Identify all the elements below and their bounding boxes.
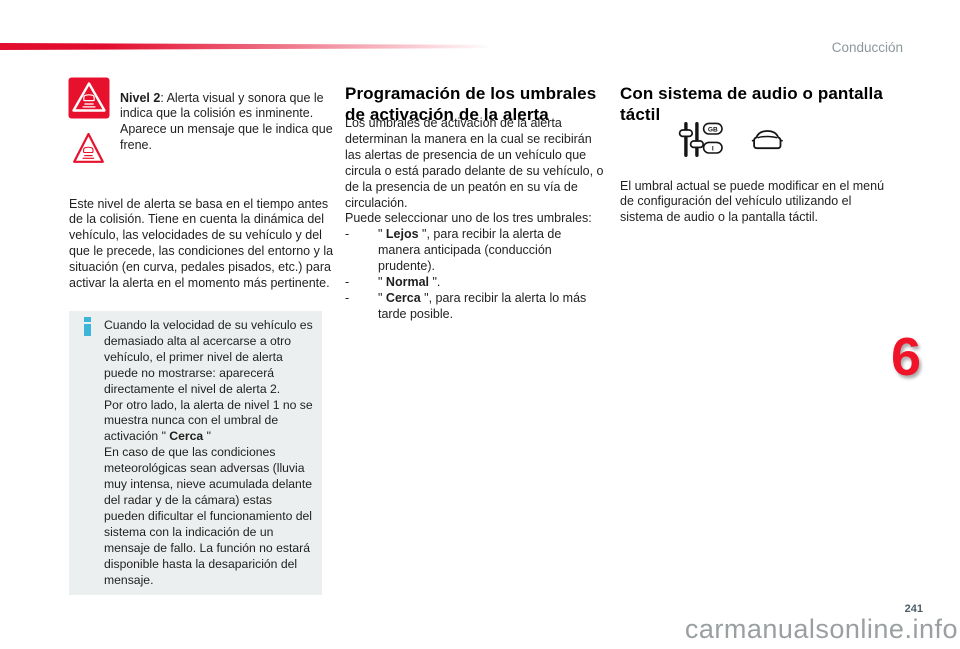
page-number: 241 bbox=[904, 603, 923, 615]
option-text: " Cerca ", para recibir la alerta lo más… bbox=[378, 290, 587, 321]
section-heading-thresholds: Programación de los umbrales de activaci… bbox=[345, 84, 597, 125]
threshold-name-normal: Normal bbox=[385, 275, 429, 290]
collision-warning-square-icon bbox=[68, 77, 110, 119]
info-paragraph-1: Cuando la velocidad de su vehículo es de… bbox=[104, 318, 313, 396]
threshold-option-normal: - " Normal ". bbox=[345, 275, 605, 291]
page-header: Conducción bbox=[831, 40, 903, 55]
badge-i: I bbox=[712, 145, 714, 152]
option-text: " Lejos ", para recibir la alerta de man… bbox=[378, 227, 562, 274]
threshold-option-lejos: - " Lejos ", para recibir la alerta de m… bbox=[345, 227, 605, 275]
thresholds-intro: Puede seleccionar uno de los tres umbral… bbox=[345, 211, 592, 226]
threshold-name-lejos: Lejos bbox=[385, 227, 419, 242]
info-paragraph-2: Por otro lado, la alerta de nivel 1 no s… bbox=[104, 397, 313, 444]
threshold-name-cerca: Cerca bbox=[169, 429, 204, 444]
info-icon bbox=[84, 317, 91, 336]
thresholds-paragraph: Los umbrales de activación de la alerta … bbox=[345, 116, 604, 210]
threshold-option-cerca: - " Cerca ", para recibir la alerta lo m… bbox=[345, 291, 605, 323]
thresholds-section-body: Los umbrales de activación de la alerta … bbox=[345, 116, 605, 323]
settings-sliders-icon: GB I bbox=[678, 122, 723, 157]
top-red-stripe bbox=[0, 43, 492, 50]
info-box-text: Cuando la velocidad de su vehículo es de… bbox=[104, 318, 314, 588]
option-dash: - bbox=[345, 275, 350, 290]
info-box: Cuando la velocidad de su vehículo es de… bbox=[69, 311, 322, 595]
option-text: " Normal ". bbox=[378, 275, 441, 290]
option-dash: - bbox=[345, 227, 350, 242]
level2-label: Nivel 2 bbox=[120, 90, 161, 105]
car-icon bbox=[751, 130, 783, 150]
option-dash: - bbox=[345, 290, 350, 305]
info-paragraph-3: En caso de que las condiciones meteoroló… bbox=[104, 445, 313, 587]
watermark-text: carmanualsonline.info bbox=[684, 614, 958, 644]
section-heading-audio-system: Con sistema de audio o pantalla táctil bbox=[620, 84, 883, 125]
chapter-number: 6 bbox=[891, 327, 922, 387]
collision-warning-triangle-icon bbox=[73, 132, 104, 163]
threshold-name-cerca: Cerca bbox=[385, 290, 421, 305]
alert-timing-paragraph: Este nivel de alerta se basa en el tiemp… bbox=[69, 196, 334, 291]
level2-text: : Alerta visual y sonora que le indica q… bbox=[120, 90, 333, 153]
badge-gb: GB bbox=[708, 126, 718, 133]
audio-system-paragraph: El umbral actual se puede modificar en e… bbox=[620, 178, 885, 225]
level2-paragraph: Nivel 2: Alerta visual y sonora que le i… bbox=[120, 91, 340, 155]
